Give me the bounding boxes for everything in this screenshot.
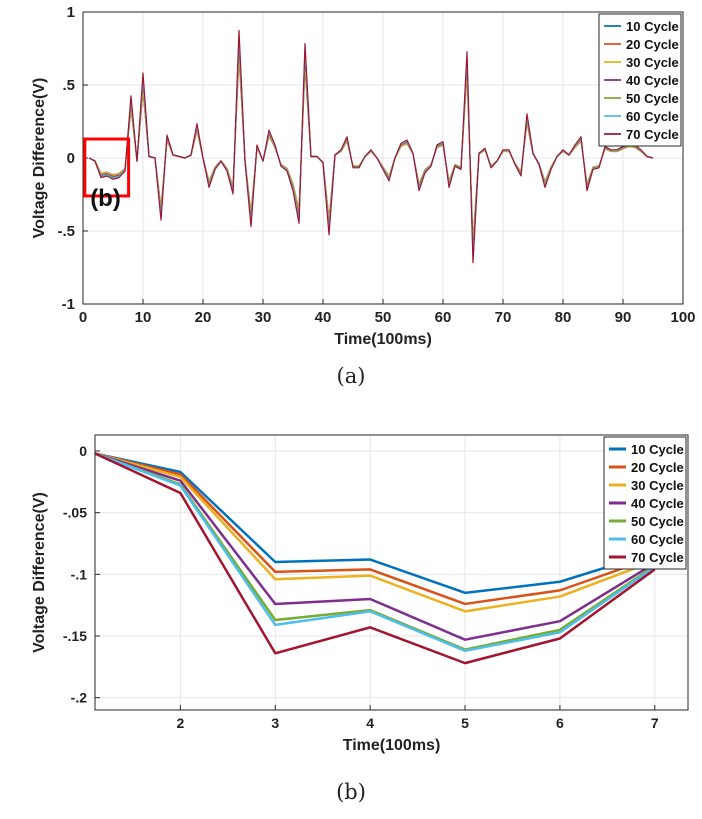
axes-box bbox=[94, 434, 689, 711]
series-line-7 bbox=[95, 452, 656, 665]
series-group bbox=[88, 29, 654, 264]
legend-label-5: 50 Cycle bbox=[626, 91, 679, 106]
y-tick-label: -.05 bbox=[63, 505, 87, 521]
series-line-2 bbox=[95, 452, 656, 606]
x-tick-label: 50 bbox=[375, 309, 392, 326]
x-tick-label: 20 bbox=[195, 309, 212, 326]
legend-label-4: 40 Cycle bbox=[631, 496, 684, 511]
series-line-4 bbox=[95, 452, 656, 641]
y-tick-label: -.1 bbox=[71, 566, 88, 582]
legend-label-7: 70 Cycle bbox=[631, 550, 684, 565]
legend-label-3: 30 Cycle bbox=[626, 55, 679, 70]
legend-label-2: 20 Cycle bbox=[626, 37, 679, 52]
x-tick-label: 40 bbox=[315, 309, 332, 326]
inset-label: (b) bbox=[90, 185, 121, 212]
x-tick-label: 7 bbox=[651, 715, 659, 731]
x-tick-label: 30 bbox=[255, 309, 272, 326]
series-line-7 bbox=[88, 29, 654, 264]
y-tick-label: 1 bbox=[67, 4, 75, 21]
y-tick-label: -.2 bbox=[71, 690, 88, 706]
chart-a: 0 10 20 30 40 50 60 70 80 90 100 -1 -.5 0 .5 1 Time(100m… bbox=[31, 4, 696, 348]
x-tick-label: 3 bbox=[271, 715, 279, 731]
series-line-1 bbox=[95, 452, 656, 595]
x-tick-label: 0 bbox=[79, 309, 87, 326]
y-tick-label: 0 bbox=[79, 443, 87, 459]
x-tick-label: 6 bbox=[556, 715, 564, 731]
y-tick-label: 0 bbox=[67, 150, 75, 167]
legend-label-1: 10 Cycle bbox=[626, 19, 679, 34]
x-tick-label: 5 bbox=[461, 715, 469, 731]
legend-label-1: 10 Cycle bbox=[631, 442, 684, 457]
legend-label-2: 20 Cycle bbox=[631, 460, 684, 475]
y-tick-label: .5 bbox=[62, 77, 75, 94]
x-tick-label: 2 bbox=[176, 715, 184, 731]
legend-label-6: 60 Cycle bbox=[631, 532, 684, 547]
series-line-6 bbox=[95, 452, 656, 653]
legend-label-3: 30 Cycle bbox=[631, 478, 684, 493]
x-tick-label: 4 bbox=[366, 715, 374, 731]
chart-b: 2 3 4 5 6 7 -.2 -.15 -.1 -.05 0 Time(100ms) Voltage … bbox=[31, 434, 689, 754]
y-tick-label: -1 bbox=[62, 296, 75, 313]
y-tick-label: -.15 bbox=[63, 628, 87, 644]
x-tick-label: 100 bbox=[670, 309, 695, 326]
x-tick-label: 10 bbox=[135, 309, 152, 326]
x-tick-label: 90 bbox=[615, 309, 632, 326]
x-tick-label: 80 bbox=[555, 309, 572, 326]
x-axis-label: Time(100ms) bbox=[343, 737, 441, 754]
y-tick-label: -.5 bbox=[57, 223, 75, 240]
x-axis-label: Time(100ms) bbox=[334, 331, 432, 348]
y-axis-label: Voltage Difference(V) bbox=[31, 78, 48, 239]
highlight-box bbox=[83, 137, 131, 198]
legend-label-6: 60 Cycle bbox=[626, 109, 679, 124]
legend-label-5: 50 Cycle bbox=[631, 514, 684, 529]
legend-label-7: 70 Cycle bbox=[626, 127, 679, 142]
y-axis-label: Voltage Difference(V) bbox=[31, 492, 48, 653]
series-group bbox=[95, 452, 656, 665]
legend-label-4: 40 Cycle bbox=[626, 73, 679, 88]
series-line-3 bbox=[95, 452, 656, 613]
x-tick-label: 60 bbox=[435, 309, 452, 326]
caption-a: (a) bbox=[336, 364, 366, 388]
caption-b: (b) bbox=[336, 780, 366, 804]
x-tick-label: 70 bbox=[495, 309, 512, 326]
